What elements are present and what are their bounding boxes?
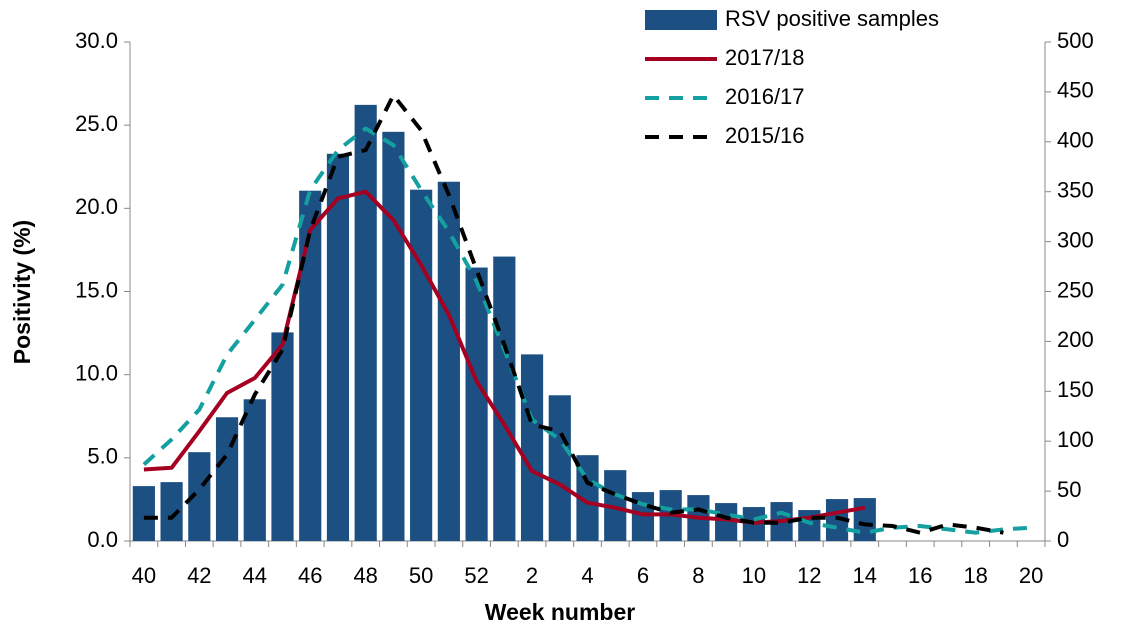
y2-tick-label: 350 <box>1057 178 1094 203</box>
y2-tick-label: 450 <box>1057 78 1094 103</box>
bar <box>243 399 266 541</box>
x-tick-label: 8 <box>692 563 704 588</box>
bar <box>271 332 294 541</box>
y2-tick-label: 300 <box>1057 227 1094 252</box>
y2-tick-label: 400 <box>1057 128 1094 153</box>
bar <box>410 189 433 542</box>
y-tick-label: 25.0 <box>75 111 118 136</box>
bar <box>382 131 405 541</box>
y2-tick-label: 150 <box>1057 377 1094 402</box>
legend-label: 2017/18 <box>725 45 805 70</box>
y2-tick-label: 0 <box>1057 527 1069 552</box>
bar <box>215 417 239 541</box>
bar <box>825 499 849 541</box>
y2-tick-label: 200 <box>1057 327 1094 352</box>
x-tick-label: 42 <box>187 563 211 588</box>
x-tick-label: 18 <box>963 563 987 588</box>
x-tick-label: 46 <box>298 563 322 588</box>
bar <box>520 354 544 541</box>
x-tick-label: 20 <box>1019 563 1043 588</box>
y-tick-label: 10.0 <box>75 360 118 385</box>
bar <box>354 104 377 542</box>
bar <box>437 181 460 541</box>
x-tick-label: 52 <box>464 563 488 588</box>
legend-label: 2015/16 <box>725 123 805 148</box>
x-tick-label: 14 <box>853 563 877 588</box>
x-tick-label: 12 <box>797 563 821 588</box>
y-axis-title: Positivity (%) <box>9 220 35 364</box>
line-series <box>143 93 1004 535</box>
y-tick-label: 0.0 <box>87 527 118 552</box>
x-tick-label: 48 <box>353 563 377 588</box>
x-tick-label: 50 <box>409 563 433 588</box>
y-tick-label: 5.0 <box>87 444 118 469</box>
x-tick-label: 40 <box>132 563 156 588</box>
x-tick-label: 6 <box>637 563 649 588</box>
bar <box>548 395 571 541</box>
y-tick-label: 30.0 <box>75 28 118 53</box>
bar <box>604 470 627 541</box>
x-tick-label: 10 <box>742 563 766 588</box>
bar <box>465 267 488 541</box>
y2-tick-label: 50 <box>1057 477 1081 502</box>
bar <box>715 503 738 541</box>
legend-label: RSV positive samples <box>725 6 939 31</box>
bar <box>326 153 350 541</box>
line-series <box>142 126 1032 535</box>
x-axis-title: Week number <box>485 599 635 625</box>
bar <box>853 498 876 541</box>
bar <box>132 486 155 541</box>
bar <box>493 256 516 541</box>
bar <box>188 452 211 541</box>
x-tick-label: 2 <box>526 563 538 588</box>
y2-tick-label: 500 <box>1057 28 1094 53</box>
y2-tick-label: 100 <box>1057 427 1094 452</box>
legend-swatch <box>645 10 717 30</box>
bar <box>160 482 183 541</box>
x-tick-label: 44 <box>243 563 267 588</box>
x-tick-label: 16 <box>908 563 932 588</box>
y-tick-label: 20.0 <box>75 194 118 219</box>
bar <box>631 492 655 541</box>
x-tick-label: 4 <box>581 563 593 588</box>
bar <box>299 190 322 541</box>
y2-tick-label: 250 <box>1057 277 1094 302</box>
y-tick-label: 15.0 <box>75 277 118 302</box>
legend-label: 2016/17 <box>725 84 805 109</box>
